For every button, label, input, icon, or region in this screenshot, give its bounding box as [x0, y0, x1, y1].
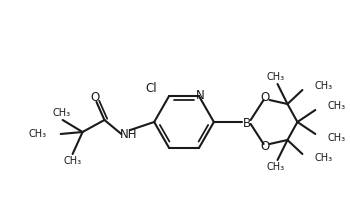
- Text: O: O: [260, 91, 269, 104]
- Text: O: O: [91, 91, 100, 104]
- Text: Cl: Cl: [145, 82, 157, 95]
- Text: CH₃: CH₃: [52, 108, 71, 118]
- Text: CH₃: CH₃: [327, 101, 345, 111]
- Text: O: O: [260, 141, 269, 153]
- Text: B: B: [243, 116, 251, 129]
- Text: CH₃: CH₃: [314, 81, 332, 91]
- Text: N: N: [196, 89, 204, 101]
- Text: NH: NH: [120, 128, 137, 141]
- Text: CH₃: CH₃: [266, 72, 285, 82]
- Text: CH₃: CH₃: [327, 133, 345, 143]
- Text: CH₃: CH₃: [314, 153, 332, 163]
- Text: CH₃: CH₃: [266, 162, 285, 172]
- Text: CH₃: CH₃: [29, 129, 47, 139]
- Text: CH₃: CH₃: [64, 156, 82, 166]
